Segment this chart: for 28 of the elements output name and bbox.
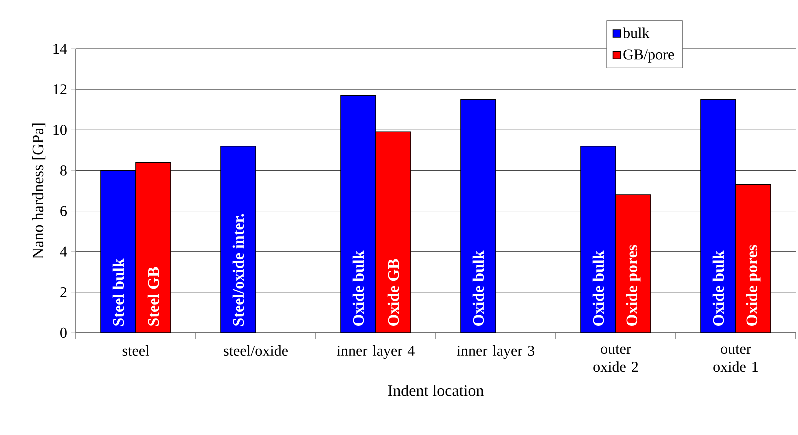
y-tick-label: 2 [60,287,67,298]
y-tick-label: 4 [60,246,68,257]
data-label: Oxide bulk [592,250,604,326]
data-label: Steel GB [148,267,160,326]
x-tick-label: steel [122,346,150,356]
data-label: Oxide pores [626,245,641,326]
data-label: Oxide bulk [712,250,724,326]
x-tick-label: outer oxide 1 [714,346,758,372]
x-tick-label: outer oxide 2 [594,346,638,372]
legend-label: bulk [623,28,650,38]
y-tick-label: 14 [54,44,68,54]
data-label: Oxide pores [746,245,761,326]
y-tick-label: 10 [54,125,67,136]
y-tick-label: 0 [60,328,67,338]
data-label: Oxide bulk [472,250,484,326]
x-tick-label: inner layer 3 [457,346,535,360]
legend-label: GB/pore [624,50,674,63]
y-tick-label: 12 [54,84,67,95]
x-axis-title: Indent location [388,384,484,396]
data-label: Oxide bulk [352,250,364,326]
y-tick-label: 6 [60,206,68,216]
x-tick-label: inner layer 4 [337,346,415,360]
y-tick-label: 8 [60,166,67,176]
x-tick-label: steel/oxide [224,346,288,356]
y-axis-title: Nano hardness [GPa] [32,124,46,259]
data-label: Oxide GB [388,259,400,326]
data-label: Steel/oxide inter. [232,214,244,326]
data-label: Steel bulk [112,258,124,326]
